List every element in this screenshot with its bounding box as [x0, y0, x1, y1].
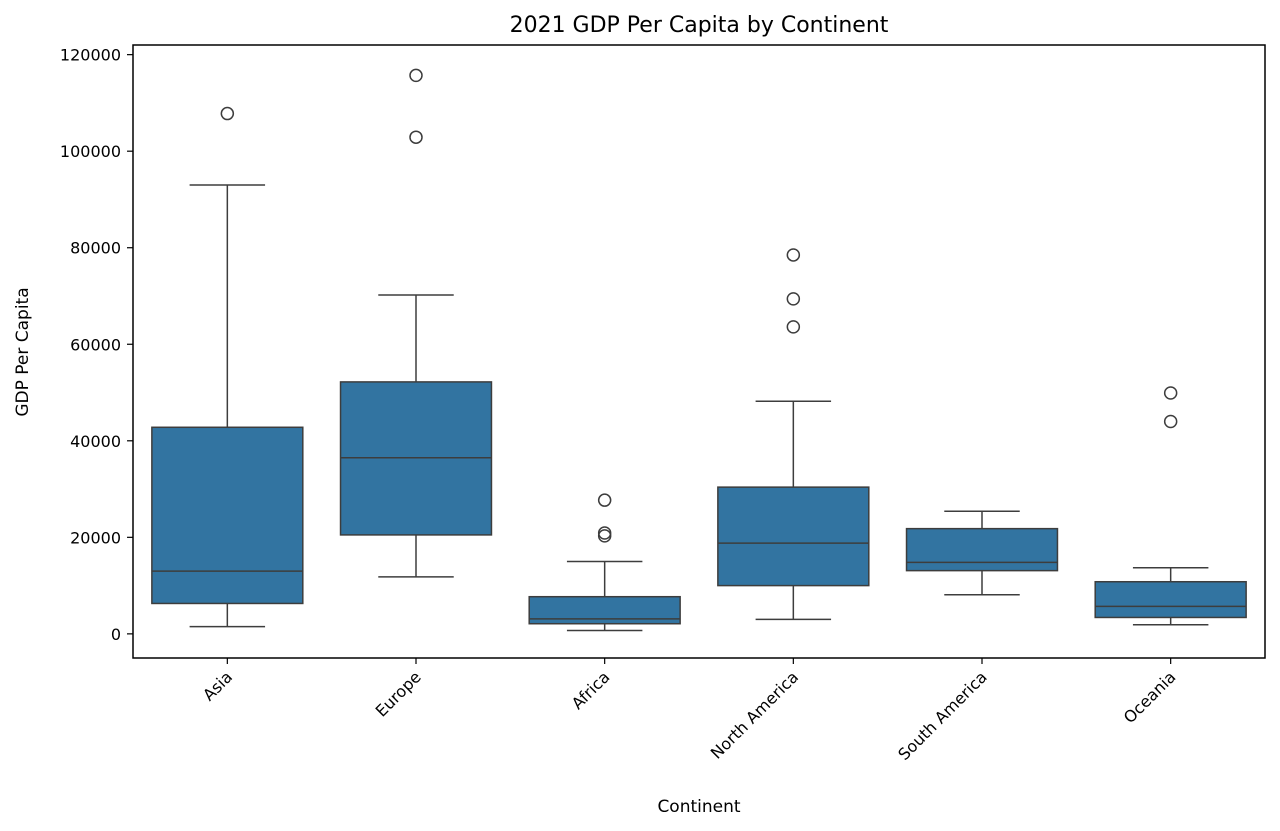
iqr-box — [528, 595, 681, 625]
outlier-point — [1163, 386, 1178, 400]
y-axis: 0 20000 40000 60000 80000 100000 120000 — [60, 46, 133, 644]
outlier-point — [597, 493, 612, 507]
iqr-box — [905, 527, 1059, 572]
y-tick-label: 120000 — [60, 46, 121, 65]
y-tick-label: 100000 — [60, 142, 121, 161]
y-tick-label: 0 — [111, 625, 121, 644]
outlier-point — [597, 529, 612, 543]
plot-frame — [132, 44, 1266, 659]
box-group-europe — [339, 68, 493, 578]
iqr-box — [151, 426, 304, 605]
outlier-point — [409, 68, 423, 83]
outlier-point — [786, 292, 801, 306]
x-tick-label: Oceania — [1120, 667, 1180, 727]
box-group-north-america — [717, 248, 870, 621]
x-tick-label: North America — [707, 667, 802, 762]
box-group-south-america — [905, 510, 1059, 596]
y-tick-label: 80000 — [70, 239, 121, 258]
outlier-point — [786, 320, 801, 334]
chart-title: 2021 GDP Per Capita by Continent — [510, 13, 889, 38]
x-tick-label: Europe — [372, 667, 425, 720]
outlier-point — [786, 248, 801, 262]
y-tick-label: 20000 — [70, 528, 121, 547]
iqr-box — [1094, 580, 1247, 619]
outlier-point — [597, 526, 612, 540]
plot-area — [151, 68, 1247, 632]
y-tick-label: 40000 — [70, 432, 121, 451]
x-axis: Asia Europe Africa North America South Ameri… — [199, 658, 1179, 764]
box-group-africa — [528, 493, 681, 632]
iqr-box — [717, 486, 870, 587]
outlier-point — [1163, 414, 1178, 429]
outlier-point — [409, 130, 423, 144]
box-group-asia — [151, 106, 304, 628]
box-group-oceania — [1094, 386, 1247, 626]
x-tick-label: South America — [894, 667, 991, 764]
outlier-point — [220, 106, 235, 121]
x-axis-label: Continent — [657, 797, 740, 817]
y-axis-label: GDP Per Capita — [13, 287, 33, 416]
x-tick-label: Asia — [199, 667, 236, 704]
x-tick-label: Africa — [568, 667, 614, 713]
y-tick-label: 60000 — [70, 335, 121, 354]
